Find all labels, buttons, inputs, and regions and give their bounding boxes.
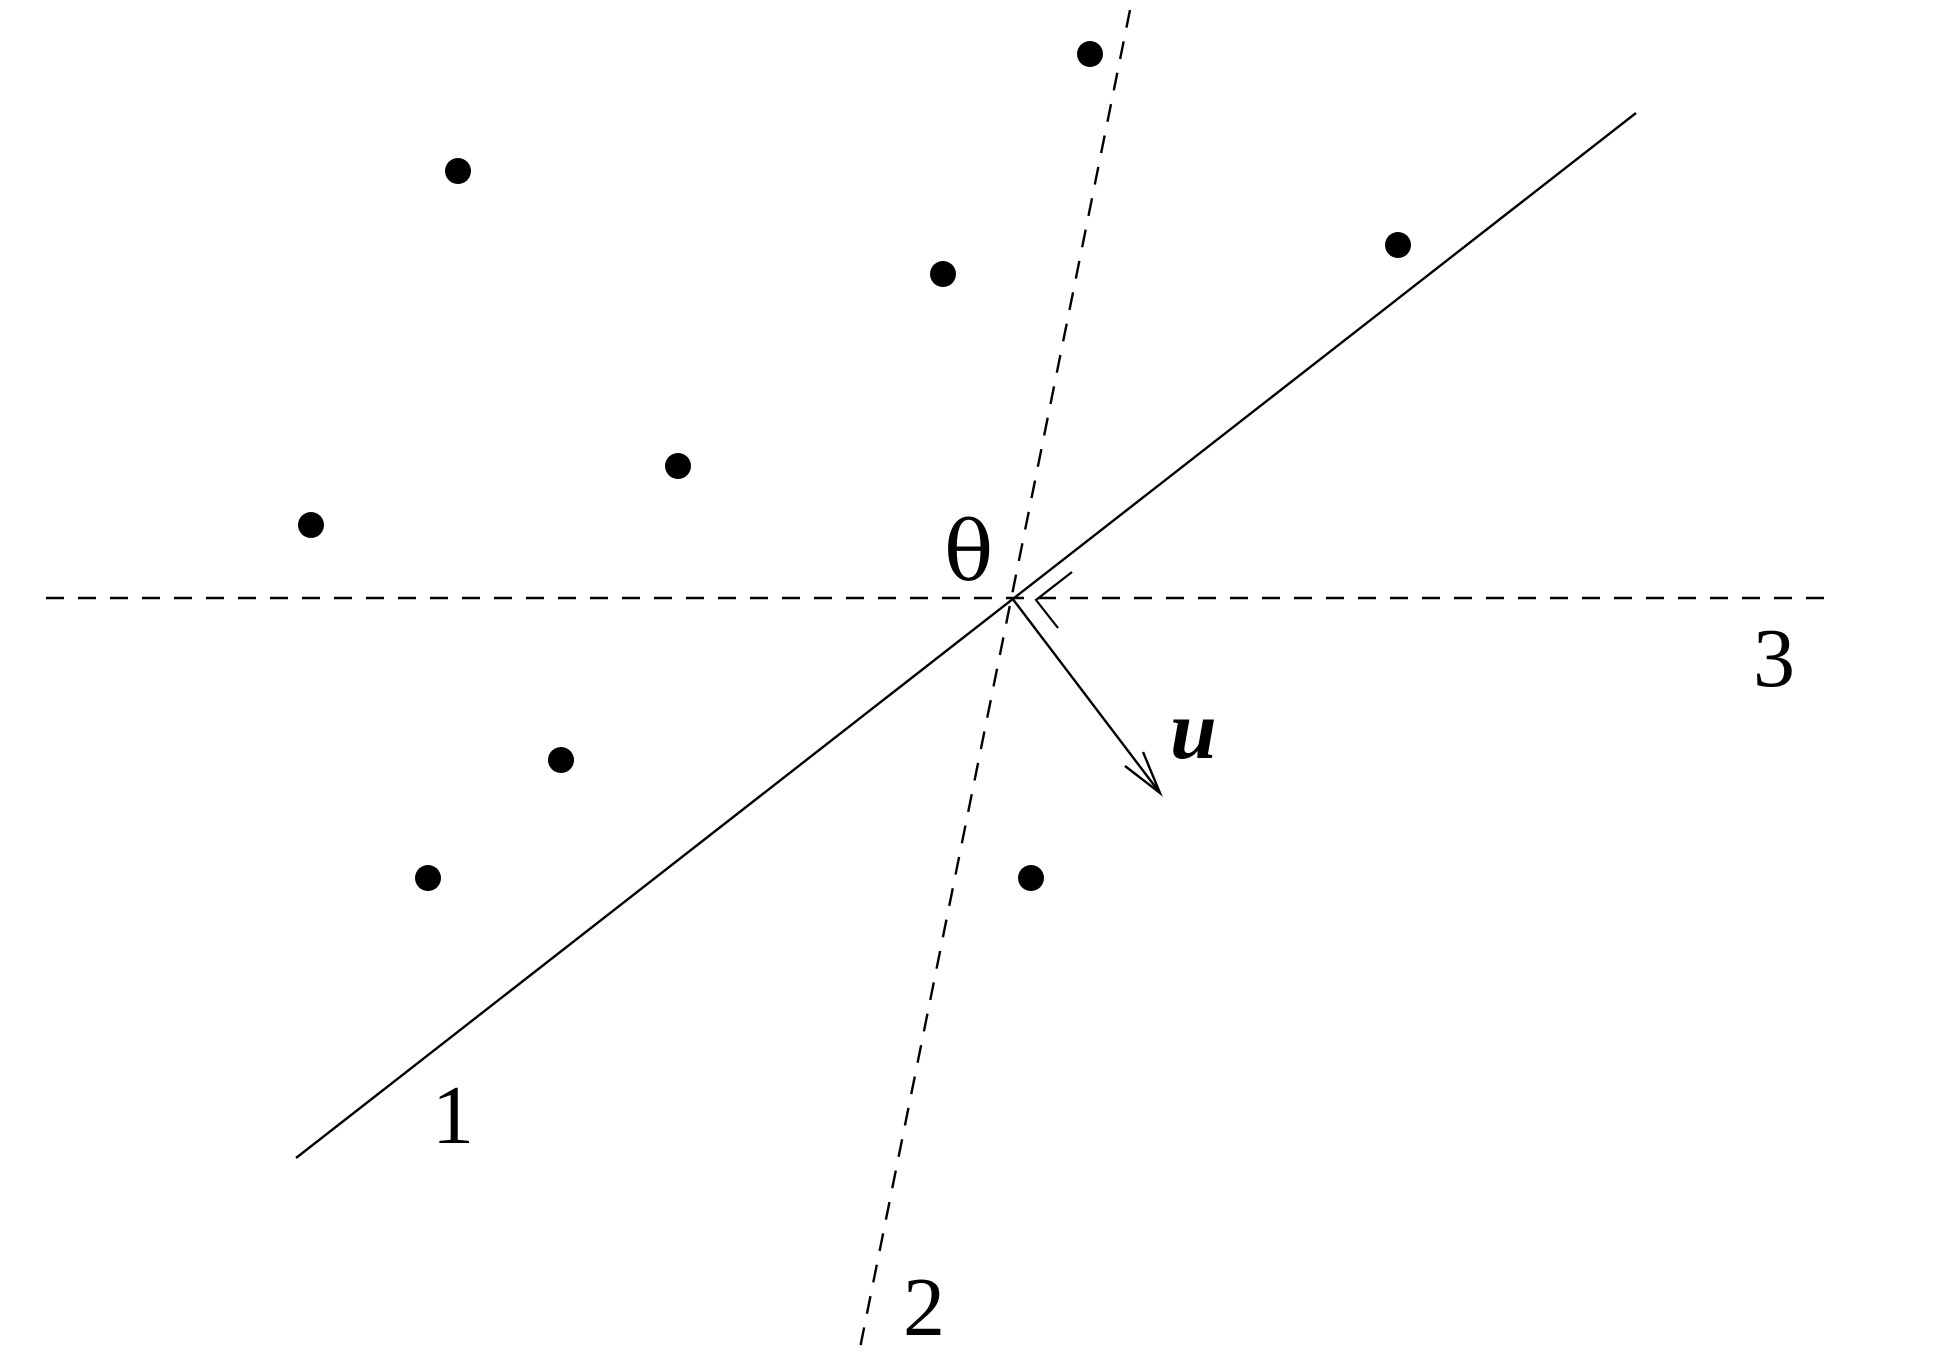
data-point [548,747,574,773]
vector-u-shaft [1011,597,1161,794]
line-2-label: 2 [903,1261,945,1354]
vector-u-label: u [1170,684,1217,777]
data-point [1018,865,1044,891]
vector-u-arrowhead [1124,751,1163,797]
line-1-label: 1 [432,1069,474,1162]
angle-theta-label: θ [944,505,993,600]
line-2-dashed-steep [857,9,1132,1354]
data-point [1385,232,1411,258]
data-point [415,865,441,891]
data-points [298,41,1411,891]
angle-marker [1034,571,1073,629]
data-point [665,453,691,479]
data-point [445,158,471,184]
data-point [930,261,956,287]
line-3-label: 3 [1753,612,1795,705]
data-point [298,512,324,538]
line-1-solid [295,112,1637,1159]
data-point [1077,41,1103,67]
